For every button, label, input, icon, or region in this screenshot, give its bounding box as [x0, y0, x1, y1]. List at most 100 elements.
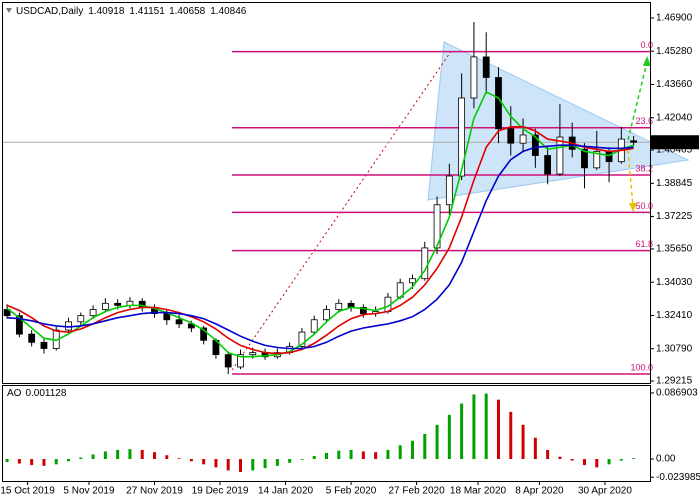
arrow-head-up [643, 56, 651, 66]
candle-body [163, 313, 171, 321]
chart-title: USDCAD,Daily 1.40918 1.41151 1.40658 1.40846 [16, 6, 247, 17]
candle-body [187, 323, 195, 329]
ao-bar [509, 411, 513, 460]
ao-bar [607, 459, 611, 465]
ao-bar [558, 456, 562, 460]
y-tick-label: 1.40465 [656, 145, 693, 156]
forecast-down-arrow [627, 149, 634, 207]
ao-bar [165, 455, 169, 460]
moving-average-line [7, 144, 634, 350]
current-price-box [651, 135, 699, 150]
ao-bar [153, 452, 157, 460]
x-tick-label: 30 Apr 2020 [578, 486, 632, 497]
candle-body [89, 309, 97, 317]
candle-body [495, 77, 502, 130]
candle-body [482, 56, 490, 78]
candle-body [544, 155, 552, 175]
ao-bar [546, 449, 550, 460]
ao-bar [435, 424, 439, 460]
y-tick-label: 0.00 [656, 454, 676, 465]
ao-bar [189, 459, 193, 462]
candle-body [200, 327, 208, 341]
fib-level-label: 50.0 [635, 201, 653, 211]
moving-average-line [6, 126, 634, 355]
ao-bar [460, 403, 464, 460]
y-tick-label: 1.35650 [656, 244, 693, 255]
candle-body [101, 302, 109, 310]
candle-body [605, 150, 613, 163]
ao-bar [632, 458, 636, 460]
ao-bar [312, 455, 316, 460]
candle-body [556, 136, 564, 175]
ao-bar [67, 459, 71, 462]
ao-bar [42, 459, 46, 466]
title-part: 1.41151 [129, 6, 165, 17]
candle-body [433, 204, 441, 249]
ao-bar [386, 449, 390, 460]
y-tick-label: 0.086903 [656, 388, 698, 399]
forecast-up-arrow [627, 61, 648, 141]
ao-bar [496, 399, 500, 460]
y-tick-label: 1.38845 [656, 178, 693, 189]
indicator-title-part: 0.001128 [25, 388, 66, 399]
candle-body [593, 150, 601, 169]
x-tick-label: 14 Jan 2020 [258, 486, 313, 497]
x-tick-label: 15 Oct 2019 [0, 486, 55, 497]
ao-bar [251, 459, 255, 471]
ao-bar [349, 449, 353, 460]
ao-bar [484, 393, 488, 460]
symbol-icon [6, 8, 12, 13]
ao-bar [202, 459, 206, 465]
candle-body [298, 331, 306, 347]
candle-body [470, 56, 478, 99]
candle-body [445, 175, 453, 206]
candle-body [249, 352, 257, 356]
ao-bar [226, 459, 230, 471]
ao-bar [582, 459, 586, 466]
current-price-label: 1.40846 [655, 137, 692, 148]
title-part: 1.40658 [169, 6, 206, 17]
ao-bar [570, 459, 574, 461]
y-tick-label: 1.30790 [656, 343, 693, 354]
moving-average-line [6, 90, 634, 358]
ao-bar [533, 437, 537, 460]
ao-bar [337, 450, 341, 460]
candle-body [28, 333, 36, 343]
y-tick-label: 1.45280 [656, 46, 693, 57]
ao-bar [128, 449, 132, 460]
title-part: 1.40918 [88, 6, 125, 17]
y-tick-label: 1.46900 [656, 13, 693, 24]
ao-bar [361, 451, 365, 460]
candle-body [310, 319, 318, 333]
ao-bar [54, 459, 58, 465]
y-tick-label: 1.43660 [656, 79, 693, 90]
ao-bar [263, 459, 267, 469]
ao-bar [275, 459, 279, 466]
ao-bar [239, 459, 243, 472]
ao-bar [177, 458, 181, 460]
candle-body [507, 128, 515, 144]
ao-bar [447, 414, 451, 460]
ao-bar [79, 457, 83, 460]
ao-bar [595, 459, 599, 468]
candle-body [335, 302, 343, 310]
candle-body [65, 321, 72, 331]
ao-bar [91, 454, 95, 460]
y-tick-label: -0.023985 [656, 472, 700, 483]
ao-bar [472, 394, 476, 460]
x-tick-label: 5 Nov 2019 [63, 486, 115, 497]
ao-bar [140, 449, 144, 460]
ao-bar [17, 459, 21, 464]
candle-body [531, 134, 539, 156]
ao-bar [103, 451, 107, 460]
ao-bar [5, 459, 9, 463]
candle-body [114, 302, 122, 306]
fib-level-label: 61.8 [635, 239, 653, 249]
title-part: 1.40846 [210, 6, 247, 17]
ao-bar [410, 440, 414, 460]
candle-body [224, 354, 232, 368]
ao-bar [423, 433, 427, 460]
plot-layer: 1.46900 1.45280 1.43660 1.42040 1.40465 1.388… [0, 13, 700, 497]
main-panel-frame [2, 2, 651, 384]
